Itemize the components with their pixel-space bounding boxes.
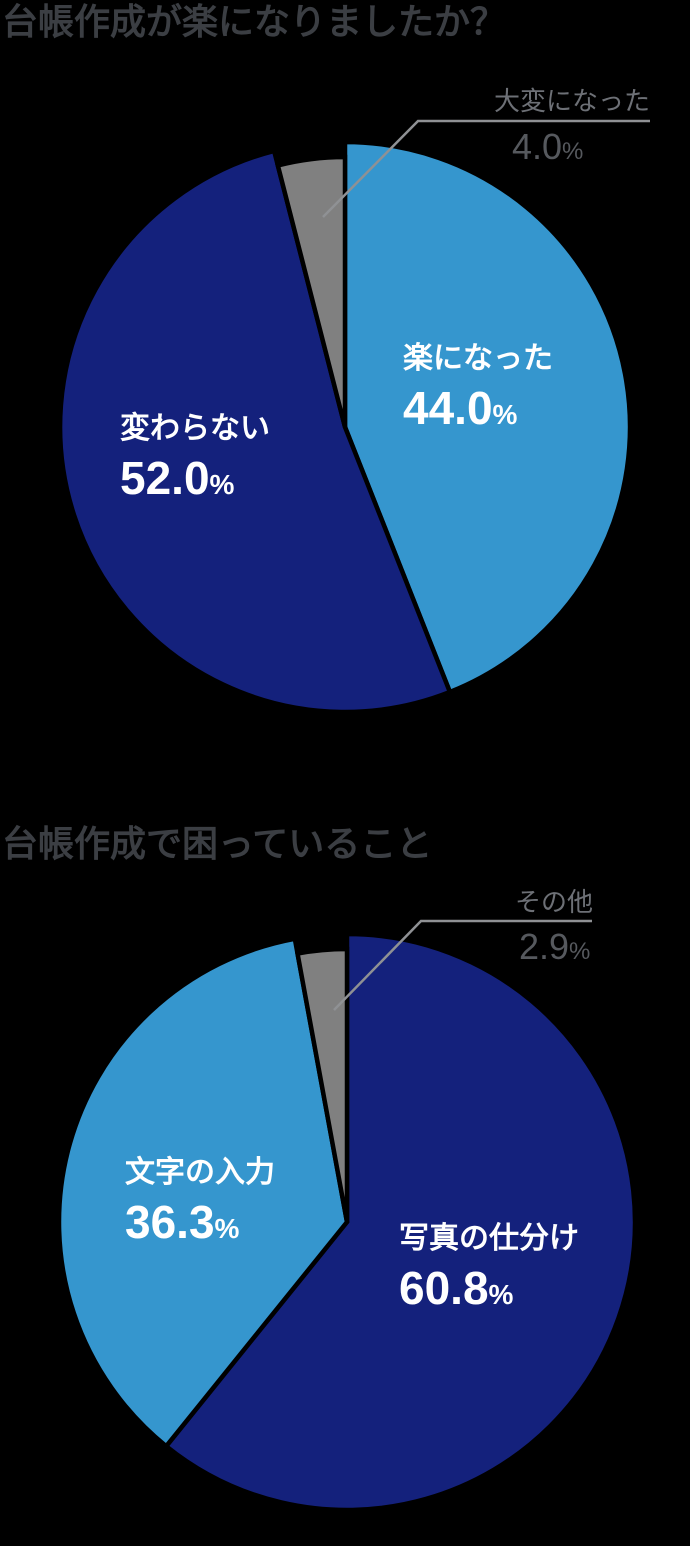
pie2-callout-value-number: 2.9: [519, 926, 570, 967]
pie1-slice-0: [342, 139, 633, 695]
pie1-slice-label-easier: 楽になった 44.0%: [403, 342, 553, 431]
pie2-graphic: [56, 919, 638, 1513]
slice-value-number: 60.8: [399, 1261, 489, 1314]
slice-value-number: 52.0: [120, 451, 210, 504]
slice-label-name: 文字の入力: [125, 1156, 275, 1189]
chart2-title: 台帳作成で困っていること: [2, 823, 433, 864]
pie1-callout-value-unit: %: [562, 138, 584, 165]
slice-label-name: 楽になった: [403, 342, 553, 375]
slice-label-value: 52.0%: [120, 455, 270, 501]
pie1-slice-2: [275, 154, 348, 428]
pie1-slice-label-unchanged: 変わらない 52.0%: [120, 412, 270, 501]
pie2-slice-1: [56, 936, 350, 1450]
slice-value-unit: %: [214, 1212, 240, 1244]
pie2-slice-0: [163, 931, 638, 1513]
pie1-graphic: [57, 119, 650, 715]
slice-value-number: 36.3: [125, 1195, 215, 1248]
pie2-callout-leader-line: [333, 919, 592, 1011]
chart1-title: 台帳作成が楽になりましたか？: [2, 1, 507, 42]
pie2-slice-label-photo-sorting: 写真の仕分け 60.8%: [399, 1222, 579, 1311]
pie2-callout-value-unit: %: [569, 938, 591, 965]
pie-chart-1: 台帳作成が楽になりましたか？ 大変になった 4.0% 楽になった 44.0% 変…: [2, 1, 650, 715]
slice-label-name: 変わらない: [120, 412, 270, 445]
pie1-callout-label: 大変になった: [493, 86, 650, 116]
pie1-callout-leader-line: [322, 119, 650, 218]
slice-value-unit: %: [492, 398, 518, 430]
pie-chart-2: 台帳作成で困っていること その他 2.9% 写真の仕分け 60.8% 文字の入力…: [0, 773, 690, 1546]
pie2-slice-2: [294, 946, 350, 1223]
slice-value-unit: %: [209, 468, 235, 500]
slice-label-value: 60.8%: [399, 1265, 579, 1311]
pie2-slice-label-text-input: 文字の入力 36.3%: [125, 1156, 275, 1245]
slice-label-value: 44.0%: [403, 385, 553, 431]
pie2-callout-label: その他: [514, 887, 593, 917]
slice-value-unit: %: [488, 1278, 514, 1310]
slice-value-number: 44.0: [403, 381, 493, 434]
slice-label-value: 36.3%: [125, 1199, 275, 1245]
pie1-callout-value: 4.0%: [512, 126, 583, 167]
pie1-callout-value-number: 4.0: [512, 126, 563, 167]
slice-label-name: 写真の仕分け: [399, 1222, 579, 1255]
pie1-slice-1: [57, 148, 453, 715]
pie2-callout-value: 2.9%: [519, 926, 590, 967]
